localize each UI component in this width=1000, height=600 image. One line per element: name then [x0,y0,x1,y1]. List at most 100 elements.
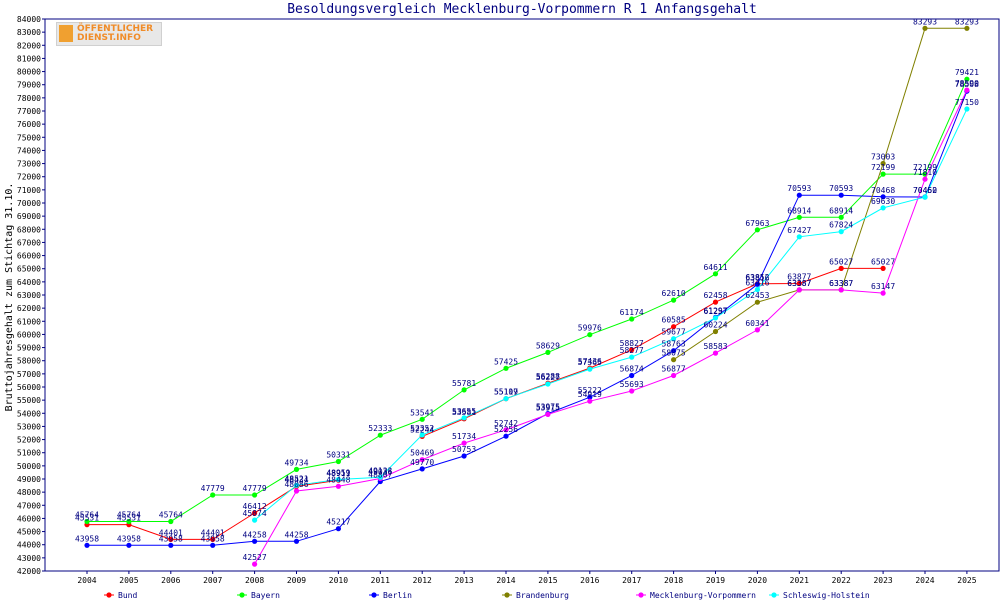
y-tick-label: 42000 [17,567,41,576]
data-point [461,440,467,446]
data-point [293,466,300,472]
legend-swatch-marker [371,592,377,598]
data-point [671,357,677,363]
x-tick-label: 2006 [161,576,180,585]
data-label: 58583 [703,342,727,351]
data-point [712,315,719,321]
x-tick-label: 2013 [454,576,473,585]
data-point [838,214,844,220]
y-tick-label: 58000 [17,357,41,366]
x-axis: 2004 2005 2006 2007 2008 2009 2010 2011 2012 2013… [77,571,977,585]
y-tick-label: 56000 [17,383,41,392]
data-label: 68914 [787,206,811,215]
data-label: 63416 [745,279,769,288]
site-logo: ÖFFENTLICHER DIENST.INFO [56,22,162,46]
data-label: 65027 [829,257,853,266]
x-tick-label: 2022 [832,576,851,585]
data-point [126,542,132,548]
data-point [503,427,509,433]
data-label: 52742 [494,419,518,428]
data-label: 44258 [243,530,267,539]
y-tick-label: 67000 [17,238,41,247]
y-tick-label: 80000 [17,68,41,77]
series-line [254,89,968,565]
legend-swatch-marker [504,592,510,598]
x-tick-label: 2009 [287,576,306,585]
y-tick-label: 77000 [17,107,41,116]
data-label: 49770 [410,458,434,467]
data-point [252,492,258,498]
data-label: 50469 [410,449,434,458]
data-point [84,542,90,548]
data-point [503,433,509,439]
data-label: 45764 [75,511,99,520]
data-point [419,432,425,438]
data-point [796,192,802,198]
y-tick-label: 84000 [17,15,41,24]
x-tick-label: 2018 [664,576,683,585]
data-point [335,526,341,532]
series-line [87,91,968,546]
data-point [838,265,844,271]
data-label: 56227 [536,373,560,382]
data-label: 67963 [745,219,769,228]
data-label: 44401 [159,528,183,537]
data-point [671,348,677,354]
data-label: 50331 [326,451,350,460]
y-tick-label: 50000 [17,462,41,471]
data-point [293,488,300,494]
data-label: 46412 [243,502,267,511]
y-tick-label: 70000 [17,199,41,208]
data-point [252,538,258,544]
data-point [84,518,90,525]
data-label: 63147 [871,282,895,291]
data-label: 72199 [871,163,895,172]
data-point [671,372,677,379]
y-tick-label: 44000 [17,541,41,550]
data-point [210,542,216,548]
data-point [335,483,341,489]
data-label: 62453 [745,291,769,300]
data-label: 52244 [410,425,434,434]
data-label: 70452 [913,186,937,195]
data-label: 79421 [955,68,979,77]
legend-swatch-marker [638,592,644,598]
data-point [377,474,383,480]
y-tick-label: 68000 [17,225,41,234]
data-label: 65027 [871,257,895,266]
data-label: 57425 [494,357,518,366]
y-tick-label: 53000 [17,422,41,431]
series-line [422,267,884,437]
y-tick-label: 59000 [17,344,41,353]
data-point [880,290,886,296]
data-point [754,327,761,333]
x-tick-label: 2024 [915,576,934,585]
legend-swatch-marker [106,592,112,598]
data-point [671,324,677,330]
data-label: 67427 [787,226,811,235]
data-label: 60224 [703,321,727,330]
data-point [545,381,551,387]
data-point [461,415,467,421]
data-label: 55781 [452,379,476,388]
data-point [964,87,970,93]
data-label: 63387 [829,279,853,288]
data-point [629,347,635,353]
data-label: 63877 [787,273,811,282]
y-tick-label: 43000 [17,554,41,563]
y-tick-label: 79000 [17,81,41,90]
data-point [880,171,886,177]
x-tick-label: 2011 [371,576,390,585]
data-point [629,354,635,360]
data-point [796,287,802,293]
data-point [880,265,886,271]
data-label: 70593 [829,184,853,193]
data-point [712,299,719,305]
data-label: 43958 [117,534,141,543]
y-tick-label: 61000 [17,317,41,326]
data-label: 48959 [326,469,350,478]
x-tick-label: 2019 [706,576,725,585]
y-tick-label: 73000 [17,160,41,169]
data-label: 47779 [201,484,225,493]
data-point [880,205,886,211]
